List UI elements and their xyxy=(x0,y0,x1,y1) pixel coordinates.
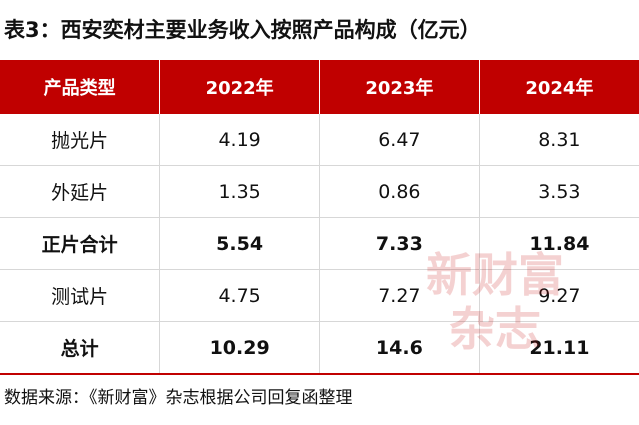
revenue-table: 产品类型 2022年 2023年 2024年 抛光片 4.19 6.47 8.3… xyxy=(0,60,639,375)
header-product-type: 产品类型 xyxy=(0,60,160,114)
row-label: 总计 xyxy=(0,321,160,375)
cell-2024: 8.31 xyxy=(478,114,639,166)
cell-2023: 0.86 xyxy=(319,165,480,218)
header-2024: 2024年 xyxy=(478,60,639,114)
cell-2022: 4.19 xyxy=(159,114,320,166)
cell-2023: 14.6 xyxy=(319,321,480,375)
cell-2024: 21.11 xyxy=(478,321,639,375)
table-row: 测试片 4.75 7.27 9.27 xyxy=(0,269,639,322)
cell-2023: 6.47 xyxy=(319,114,480,166)
table-row-total: 总计 10.29 14.6 21.11 xyxy=(0,321,639,375)
cell-2022: 10.29 xyxy=(159,321,320,375)
source-note: 数据来源：《新财富》杂志根据公司回复函整理 xyxy=(4,388,353,408)
row-label: 正片合计 xyxy=(0,217,160,270)
header-2022: 2022年 xyxy=(159,60,320,114)
row-label: 外延片 xyxy=(0,165,160,218)
cell-2022: 5.54 xyxy=(159,217,320,270)
table-row-subtotal: 正片合计 5.54 7.33 11.84 xyxy=(0,217,639,270)
row-label: 抛光片 xyxy=(0,114,160,166)
row-label: 测试片 xyxy=(0,269,160,322)
header-2023: 2023年 xyxy=(319,60,480,114)
cell-2022: 4.75 xyxy=(159,269,320,322)
cell-2023: 7.27 xyxy=(319,269,480,322)
cell-2022: 1.35 xyxy=(159,165,320,218)
table-row: 抛光片 4.19 6.47 8.31 xyxy=(0,114,639,166)
cell-2024: 3.53 xyxy=(478,165,639,218)
table-header-row: 产品类型 2022年 2023年 2024年 xyxy=(0,60,639,114)
table-title: 表3：西安奕材主要业务收入按照产品构成（亿元） xyxy=(4,18,481,42)
table-row: 外延片 1.35 0.86 3.53 xyxy=(0,165,639,218)
cell-2023: 7.33 xyxy=(319,217,480,270)
cell-2024: 11.84 xyxy=(478,217,639,270)
cell-2024: 9.27 xyxy=(478,269,639,322)
